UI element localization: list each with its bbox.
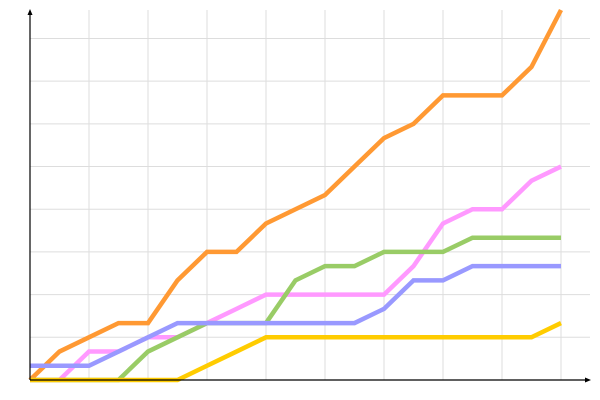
y-axis-arrow-icon [27, 9, 33, 15]
series-lines [28, 8, 563, 383]
series-line-3 [30, 235, 561, 383]
series-line-1 [28, 8, 563, 382]
series-line-2 [30, 164, 562, 383]
series-line-4 [30, 263, 561, 369]
axes [27, 9, 591, 383]
x-axis-arrow-icon [585, 377, 591, 383]
